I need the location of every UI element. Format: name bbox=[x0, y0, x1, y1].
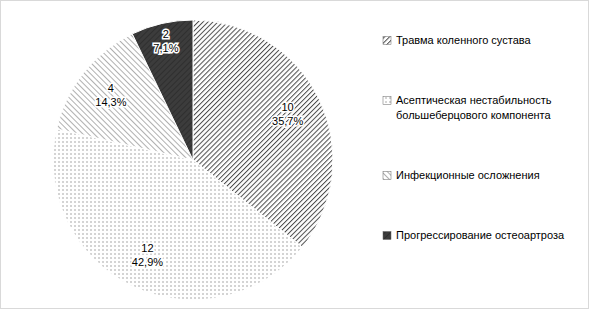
data-label-percent: 14,3% bbox=[95, 96, 126, 108]
legend-item: Инфекционные осложнения bbox=[383, 169, 540, 181]
chart: 10 35,7% 12 42,9% 4 14,3% 2 7,1% Травма коленног… bbox=[0, 0, 589, 309]
legend-label: Прогрессирование остеоартроза bbox=[396, 229, 565, 241]
data-label-count: 12 bbox=[141, 242, 153, 254]
legend-item: Асептическая нестабильностьбольшеберцово… bbox=[383, 94, 552, 121]
data-label-count: 4 bbox=[108, 82, 114, 94]
legend-item: Прогрессирование остеоартроза bbox=[383, 229, 565, 241]
legend-item: Травма коленного сустава bbox=[383, 34, 531, 46]
data-label-percent: 7,1% bbox=[153, 42, 178, 54]
data-label-count: 2 bbox=[163, 28, 169, 40]
data-label: 4 14,3% bbox=[95, 82, 126, 108]
legend-label: Травма коленного сустава bbox=[396, 34, 531, 46]
pie-slice bbox=[132, 20, 193, 160]
legend-swatch bbox=[383, 232, 391, 240]
pie: 10 35,7% 12 42,9% 4 14,3% 2 7,1% bbox=[53, 20, 333, 300]
legend-label: Инфекционные осложнения bbox=[396, 169, 540, 181]
legend-label: Асептическая нестабильностьбольшеберцово… bbox=[396, 94, 552, 121]
legend: Травма коленного сустава Асептическая нес… bbox=[383, 34, 565, 241]
data-label-count: 10 bbox=[281, 101, 293, 113]
data-label-percent: 42,9% bbox=[132, 256, 163, 268]
chart-frame bbox=[1, 1, 589, 309]
data-label: 10 35,7% bbox=[272, 101, 303, 127]
data-label: 2 7,1% bbox=[153, 28, 178, 54]
legend-swatch bbox=[383, 97, 391, 105]
legend-swatch bbox=[383, 172, 391, 180]
data-label: 12 42,9% bbox=[132, 242, 163, 268]
data-label-percent: 35,7% bbox=[272, 115, 303, 127]
legend-swatch bbox=[383, 37, 391, 45]
